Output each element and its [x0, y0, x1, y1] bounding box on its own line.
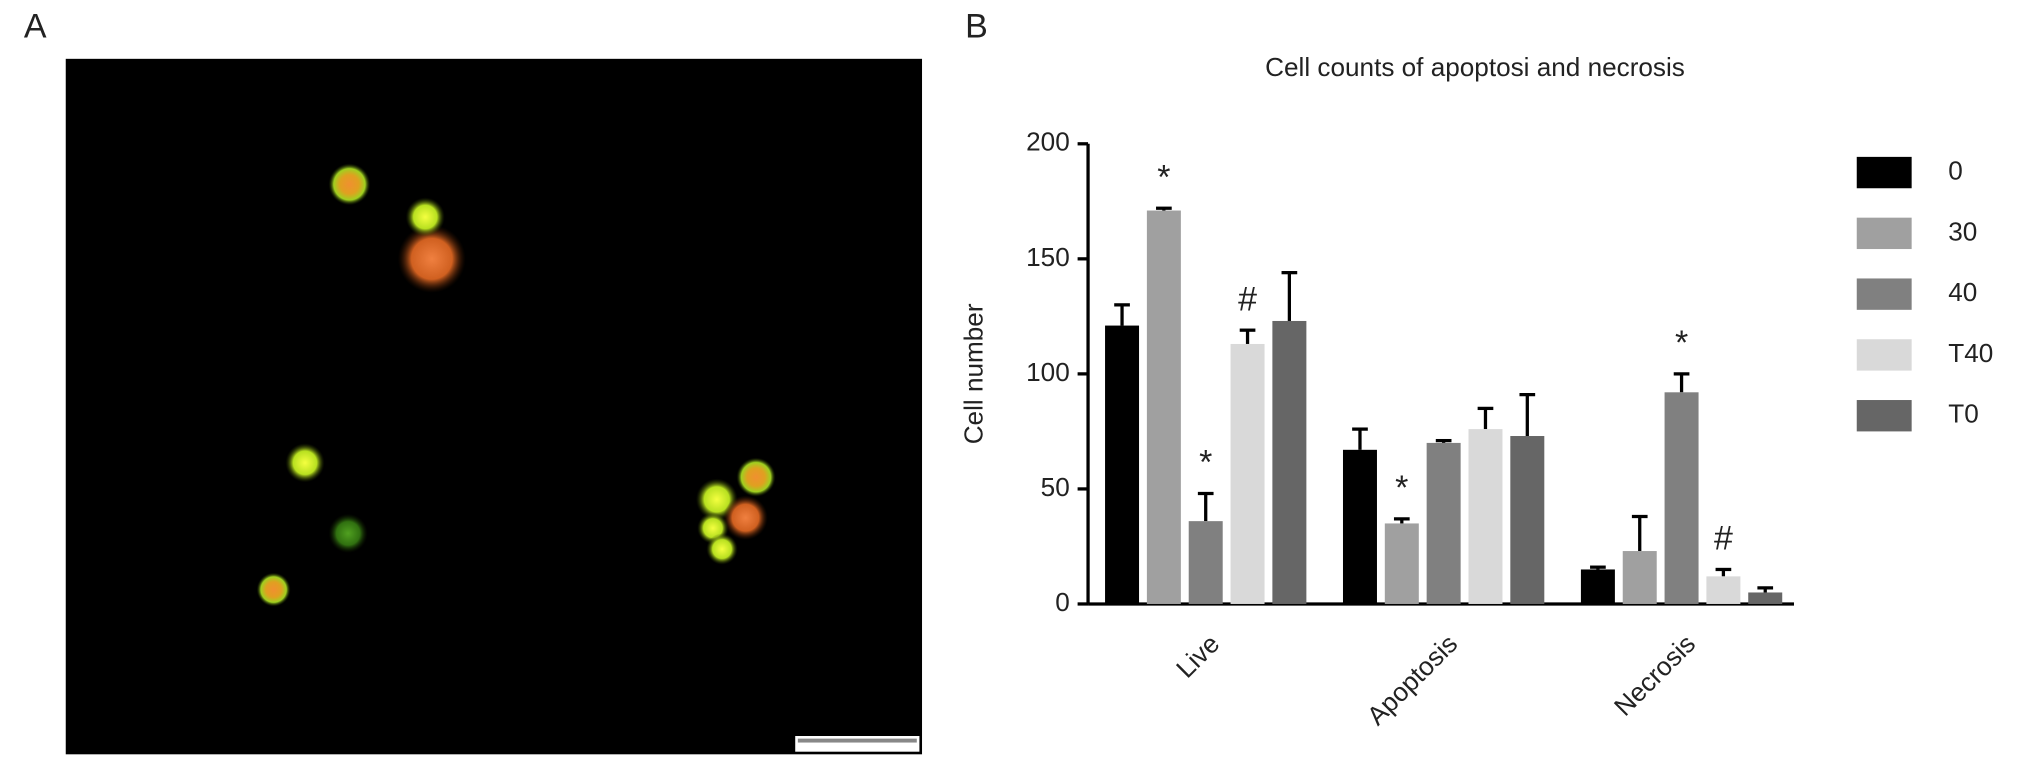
- chart-title: Cell counts of apoptosi and necrosis: [1265, 52, 1685, 82]
- y-tick-label: 150: [1026, 242, 1070, 272]
- bar: [1426, 442, 1461, 604]
- legend-swatch: [1856, 217, 1912, 250]
- panel-label: B: [965, 8, 988, 46]
- y-tick-label: 100: [1026, 357, 1070, 387]
- x-tick-label: Apoptosis: [1361, 628, 1463, 730]
- panel-label: A: [24, 8, 47, 46]
- bar: [1622, 551, 1657, 604]
- legend-label: 0: [1948, 155, 1963, 185]
- legend-swatch: [1856, 339, 1912, 371]
- bar: [1468, 429, 1503, 604]
- bar: [1230, 343, 1265, 604]
- y-axis-label: Cell number: [959, 303, 989, 444]
- annotation: *: [1395, 469, 1408, 507]
- x-tick-label: Live: [1170, 628, 1225, 683]
- bar: [1105, 325, 1140, 604]
- bar: [1146, 210, 1181, 604]
- bar: [1748, 592, 1783, 604]
- legend-label: T40: [1948, 338, 1993, 368]
- y-tick-label: 50: [1041, 472, 1070, 502]
- bar: [1384, 523, 1419, 604]
- annotation: #: [1238, 280, 1257, 318]
- bar: [1664, 392, 1699, 604]
- legend-swatch: [1856, 400, 1912, 432]
- y-tick-label: 200: [1026, 127, 1070, 157]
- annotation: *: [1675, 324, 1688, 362]
- micrograph: [65, 58, 923, 755]
- bar: [1342, 449, 1377, 604]
- annotation: *: [1157, 158, 1170, 196]
- annotation: *: [1199, 444, 1212, 482]
- y-tick-label: 0: [1055, 587, 1070, 617]
- bar: [1706, 576, 1741, 604]
- legend-swatch: [1856, 278, 1912, 310]
- legend-label: T0: [1948, 399, 1979, 429]
- bar: [1580, 569, 1615, 604]
- x-tick-label: Necrosis: [1608, 628, 1701, 721]
- bar: [1272, 320, 1307, 604]
- legend-label: 30: [1948, 216, 1977, 246]
- bar: [1188, 521, 1223, 604]
- annotation: #: [1714, 520, 1733, 558]
- legend-swatch: [1856, 156, 1912, 189]
- legend-label: 40: [1948, 277, 1977, 307]
- bar: [1510, 436, 1545, 604]
